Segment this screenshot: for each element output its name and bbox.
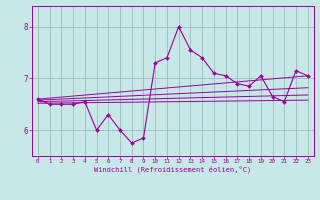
X-axis label: Windchill (Refroidissement éolien,°C): Windchill (Refroidissement éolien,°C): [94, 166, 252, 173]
